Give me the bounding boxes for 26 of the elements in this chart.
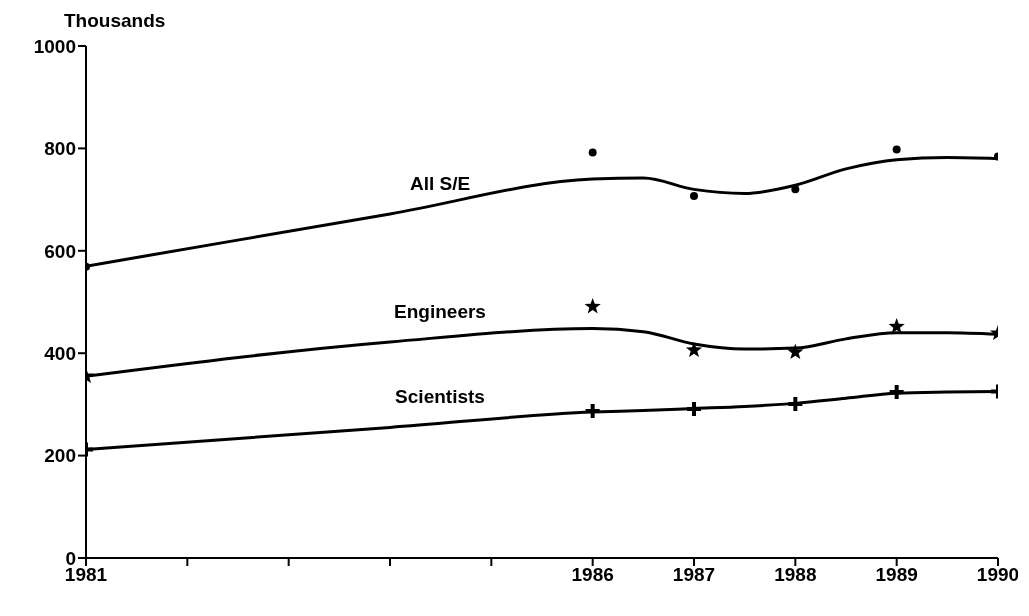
y-tick-label: 1000 bbox=[33, 35, 76, 57]
point bbox=[791, 185, 800, 194]
x-tick-label: 1986 bbox=[571, 564, 614, 586]
point bbox=[588, 148, 597, 157]
point bbox=[585, 404, 600, 419]
y-tick-label: 800 bbox=[44, 138, 76, 160]
point bbox=[788, 396, 803, 411]
series-label: Scientists bbox=[395, 386, 485, 408]
x-tick-label: 1988 bbox=[774, 564, 817, 586]
point bbox=[787, 343, 804, 360]
series-label: Engineers bbox=[394, 300, 486, 322]
y-tick-label: 400 bbox=[44, 342, 76, 364]
y-tick-label: 200 bbox=[44, 445, 76, 467]
point bbox=[690, 192, 698, 201]
x-tick-label: 1990 bbox=[976, 564, 1020, 586]
x-tick-label: 1987 bbox=[672, 564, 716, 586]
point bbox=[889, 385, 904, 400]
point bbox=[685, 341, 703, 357]
x-tick-label: 1989 bbox=[875, 564, 918, 586]
y-tick-label: 600 bbox=[44, 240, 76, 262]
series-label: All S/E bbox=[409, 172, 471, 194]
point bbox=[687, 402, 701, 417]
y-axis-title: Thousands bbox=[64, 10, 166, 32]
point bbox=[888, 318, 905, 334]
point bbox=[584, 298, 601, 314]
point bbox=[892, 145, 901, 154]
